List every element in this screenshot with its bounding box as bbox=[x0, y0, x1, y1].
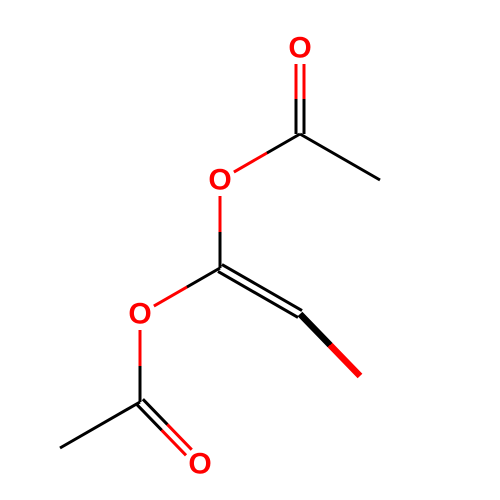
oxygen-label: O bbox=[208, 164, 231, 197]
bond bbox=[234, 134, 300, 172]
oxygen-label: O bbox=[188, 448, 211, 481]
bond bbox=[154, 268, 220, 306]
oxygen-label: O bbox=[288, 32, 311, 65]
oxygen-label: O bbox=[128, 298, 151, 331]
bond bbox=[300, 314, 360, 376]
bond bbox=[60, 402, 140, 448]
bond bbox=[143, 399, 192, 450]
bond bbox=[300, 134, 380, 180]
bond bbox=[137, 405, 186, 456]
molecule-diagram: O O O O bbox=[0, 0, 500, 500]
bond bbox=[218, 271, 298, 317]
bond bbox=[222, 265, 302, 311]
